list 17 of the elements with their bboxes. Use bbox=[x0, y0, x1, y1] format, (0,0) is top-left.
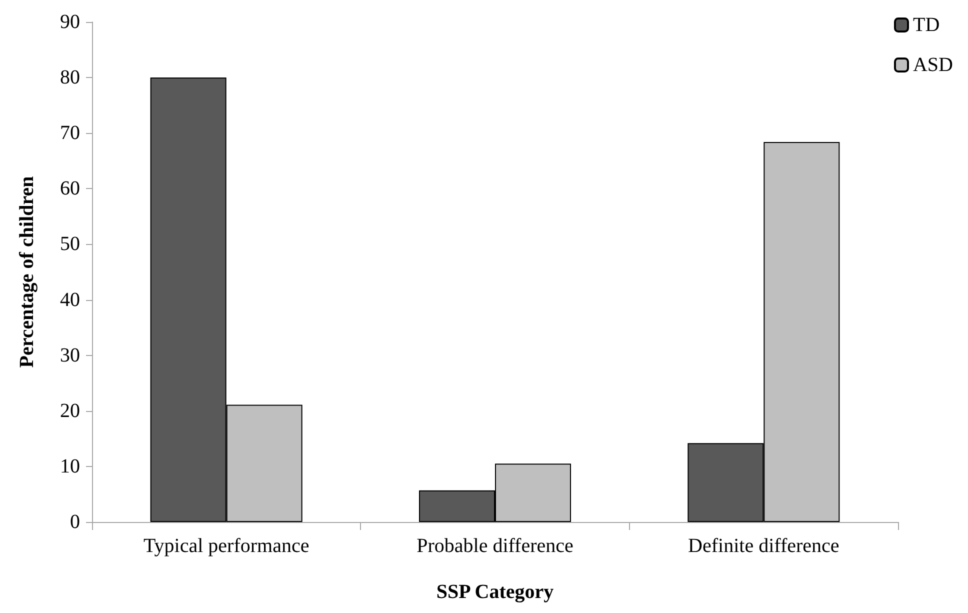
legend-label: ASD bbox=[912, 54, 954, 76]
y-tick-label: 10 bbox=[60, 455, 80, 478]
y-tick-label: 50 bbox=[60, 233, 80, 256]
y-tick-label: 20 bbox=[60, 400, 80, 422]
y-tick-label: 70 bbox=[60, 122, 80, 144]
y-tick-label: 80 bbox=[60, 66, 80, 89]
y-tick-label: 40 bbox=[60, 288, 80, 311]
y-axis-title: Percentage of children bbox=[16, 176, 38, 368]
y-tick-label: 0 bbox=[70, 511, 80, 533]
y-tick-label: 90 bbox=[60, 11, 80, 33]
y-tick-label: 60 bbox=[60, 178, 80, 200]
x-tick-label: Typical performance bbox=[143, 535, 310, 557]
legend-label: TD bbox=[912, 14, 940, 36]
y-tick-label: 30 bbox=[60, 344, 80, 366]
x-axis-title: SSP Category bbox=[436, 581, 554, 603]
x-tick-label: Definite difference bbox=[688, 535, 840, 557]
x-tick-label: Probable difference bbox=[416, 535, 574, 557]
